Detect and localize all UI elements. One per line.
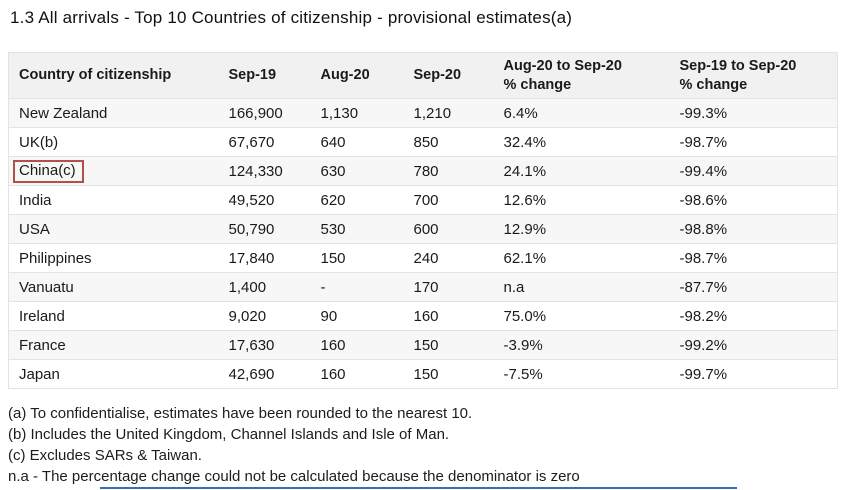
cell-sep20: 170 [413, 272, 504, 302]
footnote: n.a - The percentage change could not be… [8, 468, 580, 485]
cell-country: Ireland [8, 301, 229, 331]
cell-sep20: 700 [413, 185, 504, 215]
table-row: China(c) 124,330 630 780 24.1% -99.4% [8, 156, 838, 186]
cell-aug20: 530 [320, 214, 414, 244]
cell-country: China(c) [8, 156, 229, 186]
bottom-divider-line [100, 487, 737, 489]
cell-yoy_change: -98.6% [679, 185, 838, 215]
cell-country: France [8, 330, 229, 360]
cell-yoy_change: -99.4% [679, 156, 838, 186]
table-header: Country of citizenship Sep-19 Aug-20 Sep… [8, 52, 838, 99]
table-row: France 17,630 160 150 -3.9% -99.2% [8, 330, 838, 360]
cell-sep19: 17,630 [228, 330, 321, 360]
cell-country: India [8, 185, 229, 215]
cell-yoy_change: -98.7% [679, 243, 838, 273]
table-row: Ireland 9,020 90 160 75.0% -98.2% [8, 301, 838, 331]
table-row: Vanuatu 1,400-170 n.a -87.7% [8, 272, 838, 302]
cell-yoy_change: -87.7% [679, 272, 838, 302]
col-header-yoy-change: Sep-19 to Sep-20 % change [679, 52, 838, 99]
cell-aug20: 630 [320, 156, 414, 186]
cell-mom_change: 62.1% [503, 243, 680, 273]
cell-aug20: 1,130 [320, 98, 414, 128]
cell-sep20: 600 [413, 214, 504, 244]
cell-yoy_change: -99.7% [679, 359, 838, 389]
cell-mom_change: 12.6% [503, 185, 680, 215]
cell-sep19: 1,400 [228, 272, 321, 302]
cell-aug20: 90 [320, 301, 414, 331]
cell-country: USA [8, 214, 229, 244]
cell-yoy_change: -99.2% [679, 330, 838, 360]
cell-sep19: 49,520 [228, 185, 321, 215]
cell-yoy_change: -98.7% [679, 127, 838, 157]
footnote: (b) Includes the United Kingdom, Channel… [8, 426, 450, 443]
footnote: (a) To confidentialise, estimates have b… [8, 405, 473, 422]
cell-yoy_change: -98.2% [679, 301, 838, 331]
cell-aug20: 640 [320, 127, 414, 157]
cell-mom_change: 32.4% [503, 127, 680, 157]
cell-mom_change: 6.4% [503, 98, 680, 128]
table-body: New Zealand 166,900 1,130 1,210 6.4% -99.3% UK… [8, 98, 838, 389]
cell-sep19: 124,330 [228, 156, 321, 186]
cell-aug20: 620 [320, 185, 414, 215]
footnotes: (a) To confidentialise, estimates have b… [8, 403, 845, 487]
table-row: Philippines 17,840 150 240 62.1% -98.7% [8, 243, 838, 273]
cell-sep19: 17,840 [228, 243, 321, 273]
cell-sep20: 850 [413, 127, 504, 157]
table-row: UK(b) 67,670 640 850 32.4% -98.7% [8, 127, 838, 157]
cell-sep20: 240 [413, 243, 504, 273]
col-header-sep20: Sep-20 [413, 52, 504, 99]
cell-country: Philippines [8, 243, 229, 273]
col-header-sep19: Sep-19 [228, 52, 321, 99]
footnote: (c) Excludes SARs & Taiwan. [8, 447, 202, 464]
col-header-country: Country of citizenship [8, 52, 229, 99]
cell-sep20: 150 [413, 330, 504, 360]
cell-mom_change: 12.9% [503, 214, 680, 244]
header-row: Country of citizenship Sep-19 Aug-20 Sep… [8, 52, 838, 99]
table-row: USA 50,790 530 600 12.9% -98.8% [8, 214, 838, 244]
cell-aug20: 150 [320, 243, 414, 273]
highlight-box: China(c) [13, 159, 84, 183]
cell-mom_change: 24.1% [503, 156, 680, 186]
cell-sep20: 150 [413, 359, 504, 389]
cell-aug20: 160 [320, 330, 414, 360]
cell-sep20: 160 [413, 301, 504, 331]
cell-yoy_change: -99.3% [679, 98, 838, 128]
table-row: Japan 42,690 160 150 -7.5% -99.7% [8, 359, 838, 389]
cell-aug20: - [320, 272, 414, 302]
table-row: India 49,520 620 700 12.6% -98.6% [8, 185, 838, 215]
cell-country: Vanuatu [8, 272, 229, 302]
table-row: New Zealand 166,900 1,130 1,210 6.4% -99.3% [8, 98, 838, 128]
cell-country: Japan [8, 359, 229, 389]
cell-sep20: 1,210 [413, 98, 504, 128]
cell-country: UK(b) [8, 127, 229, 157]
cell-mom_change: 75.0% [503, 301, 680, 331]
cell-mom_change: -7.5% [503, 359, 680, 389]
cell-sep19: 50,790 [228, 214, 321, 244]
cell-sep19: 42,690 [228, 359, 321, 389]
cell-sep19: 166,900 [228, 98, 321, 128]
col-header-aug20: Aug-20 [320, 52, 414, 99]
cell-yoy_change: -98.8% [679, 214, 838, 244]
cell-mom_change: n.a [503, 272, 680, 302]
arrivals-table: Country of citizenship Sep-19 Aug-20 Sep… [8, 52, 838, 389]
cell-sep19: 9,020 [228, 301, 321, 331]
col-header-mom-change: Aug-20 to Sep-20 % change [503, 52, 680, 99]
page-title: 1.3 All arrivals - Top 10 Countries of c… [10, 8, 573, 27]
cell-sep20: 780 [413, 156, 504, 186]
cell-mom_change: -3.9% [503, 330, 680, 360]
cell-country: New Zealand [8, 98, 229, 128]
cell-sep19: 67,670 [228, 127, 321, 157]
cell-aug20: 160 [320, 359, 414, 389]
